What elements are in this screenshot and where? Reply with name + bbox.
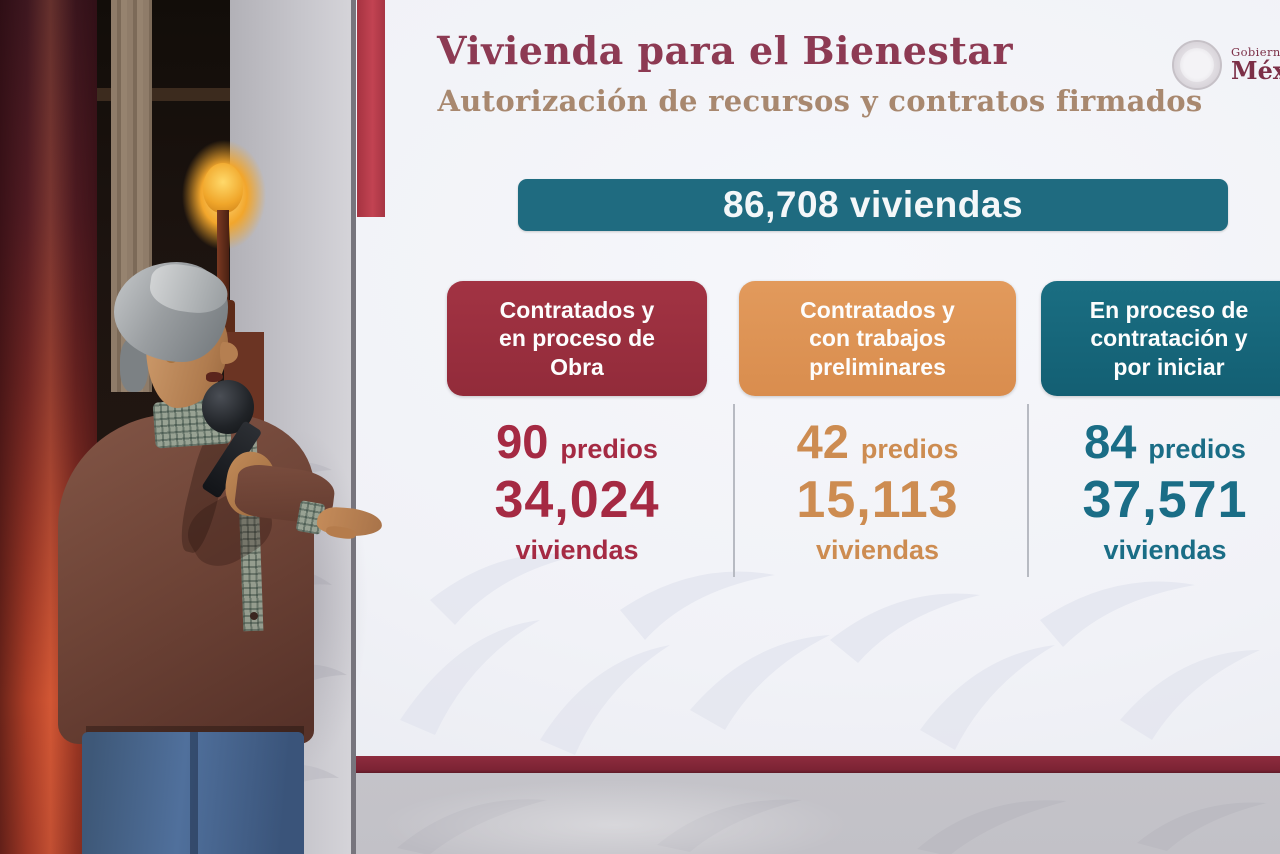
gobierno-de-mexico-logo: Gobierno de México xyxy=(1172,30,1280,100)
stats-column-1: 90 predios 34,024 viviendas xyxy=(447,414,707,566)
predios-value: 84 xyxy=(1084,415,1137,468)
slide-subtitle: Autorización de recursos y contratos fir… xyxy=(437,84,1203,118)
viviendas-label: viviendas xyxy=(515,535,639,565)
predios-line: 90 predios xyxy=(447,414,707,470)
column-divider xyxy=(733,404,735,577)
presenter-jacket xyxy=(58,414,314,744)
stats-column-2: 42 predios 15,113 viviendas xyxy=(739,414,1016,566)
floor-highlight xyxy=(380,780,850,854)
jeans-seam xyxy=(190,732,198,854)
category-box-trabajos-preliminares: Contratados y con trabajos preliminares xyxy=(739,281,1016,396)
predios-label: predios xyxy=(860,434,959,464)
presenter-mouth xyxy=(206,372,223,382)
jacket-button xyxy=(250,612,258,620)
logo-text: Gobierno de México xyxy=(1231,46,1280,83)
slide-watermark-pattern xyxy=(400,553,1260,755)
mexico-eagle-seal-icon xyxy=(1172,40,1222,90)
predios-line: 42 predios xyxy=(739,414,1016,470)
logo-line2: México xyxy=(1231,56,1280,86)
screen-edge-shadow xyxy=(351,0,356,854)
category-label: Contratados y con trabajos preliminares xyxy=(800,297,955,380)
screen-red-strip xyxy=(357,0,385,217)
total-viviendas-banner: 86,708 viviendas xyxy=(518,179,1228,231)
stats-column-3: 84 predios 37,571 viviendas xyxy=(1041,414,1280,566)
viviendas-value: 15,113 xyxy=(796,471,959,529)
predios-value: 90 xyxy=(496,415,549,468)
category-box-contratados-obra: Contratados y en proceso de Obra xyxy=(447,281,707,396)
viviendas-label: viviendas xyxy=(1103,535,1227,565)
category-label: En proceso de contratación y por iniciar xyxy=(1089,297,1249,380)
slide-title: Vivienda para el Bienestar xyxy=(436,28,1014,73)
viviendas-value: 37,571 xyxy=(1082,471,1248,529)
logo-line1: Gobierno de xyxy=(1231,45,1280,60)
category-box-proceso-contratacion: En proceso de contratación y por iniciar xyxy=(1041,281,1280,396)
column-divider xyxy=(1027,404,1029,577)
jacket-hem-shadow xyxy=(86,726,304,736)
presenter-nose xyxy=(220,342,238,364)
predios-line: 84 predios xyxy=(1041,414,1280,470)
predios-value: 42 xyxy=(796,415,849,468)
viviendas-label: viviendas xyxy=(815,535,940,565)
category-label: Contratados y en proceso de Obra xyxy=(499,297,655,380)
viviendas-value: 34,024 xyxy=(494,471,660,529)
presenter-jeans xyxy=(82,732,304,854)
lamp-shade xyxy=(203,163,243,213)
screen-bottom-band xyxy=(356,756,1280,773)
predios-label: predios xyxy=(560,434,658,464)
predios-label: predios xyxy=(1148,434,1246,464)
